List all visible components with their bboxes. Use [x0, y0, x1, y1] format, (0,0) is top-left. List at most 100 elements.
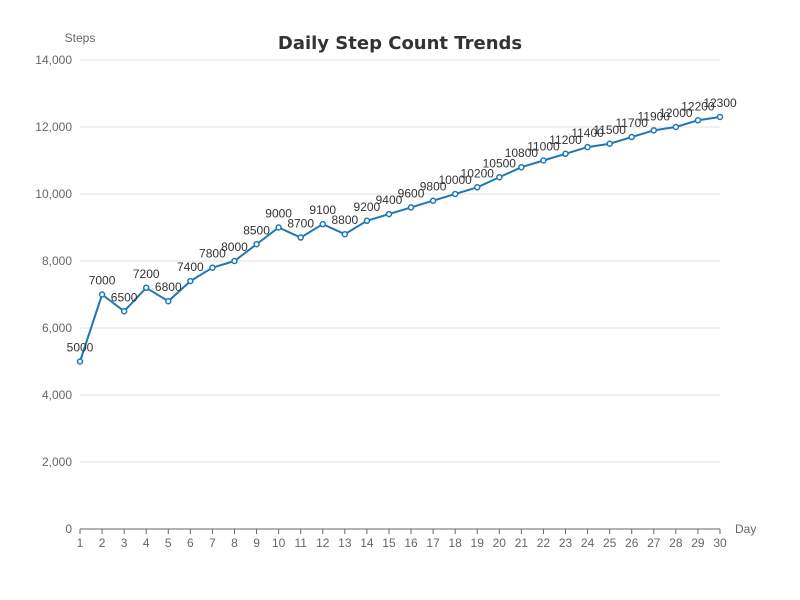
x-tick-label: 16 — [404, 536, 418, 550]
data-point — [407, 204, 415, 211]
data-label: 11400 — [571, 126, 604, 140]
x-tick-label: 19 — [471, 536, 485, 550]
data-point — [341, 230, 349, 238]
x-tick-label: 13 — [338, 536, 352, 550]
data-label: 5000 — [67, 341, 94, 355]
x-tick-label: 22 — [537, 536, 551, 550]
data-point — [606, 140, 613, 147]
y-tick-label: 8,000 — [42, 254, 72, 268]
data-label: 12200 — [681, 99, 715, 113]
x-tick-label: 23 — [559, 536, 573, 550]
data-point — [694, 117, 702, 124]
data-point — [562, 150, 569, 158]
data-point — [628, 133, 635, 141]
x-tick-label: 30 — [713, 536, 727, 550]
y-tick-label: 2,000 — [42, 455, 72, 469]
data-label: 10200 — [461, 166, 495, 180]
y-tick-label: 0 — [65, 522, 72, 536]
data-point — [716, 113, 724, 121]
y-axis-label: Steps — [65, 31, 96, 45]
series-line — [79, 115, 721, 362]
data-label: 12300 — [703, 96, 737, 110]
data-label: 7000 — [89, 274, 116, 288]
data-label: 10000 — [438, 173, 472, 187]
x-tick-label: 7 — [209, 536, 216, 550]
data-point — [275, 224, 282, 231]
chart-title: Daily Step Count Trends — [278, 33, 522, 54]
data-label: 9100 — [309, 203, 336, 217]
data-label: 7200 — [133, 267, 160, 281]
data-label: 11500 — [593, 123, 626, 137]
data-label: 8700 — [287, 217, 314, 231]
x-tick-label: 11 — [294, 536, 307, 550]
x-tick-label: 2 — [99, 536, 106, 550]
data-label: 12000 — [659, 106, 693, 120]
x-tick-label: 12 — [316, 536, 330, 550]
x-tick-label: 17 — [426, 536, 440, 550]
data-point — [209, 264, 216, 271]
data-point — [319, 220, 327, 228]
x-tick-label: 14 — [360, 536, 374, 550]
x-tick-label: 27 — [647, 536, 661, 550]
x-tick-label: 6 — [187, 536, 194, 550]
data-label: 11000 — [527, 140, 560, 154]
x-tick-label: 29 — [691, 536, 705, 550]
data-label: 8000 — [221, 240, 248, 254]
x-axis-ticks: 1 2 3 4 5 6 7 8 9 10 11 12 13 14 15 16 17 18 19 20 21 22 23 24 2… — [77, 529, 727, 550]
data-point — [429, 197, 437, 204]
x-tick-label: 28 — [669, 536, 683, 550]
data-point — [297, 234, 304, 241]
x-tick-label: 26 — [625, 536, 639, 550]
data-point — [165, 297, 172, 305]
y-tick-label: 6,000 — [42, 321, 72, 335]
data-label: 6500 — [111, 290, 138, 304]
grid-lines — [80, 59, 720, 463]
x-tick-label: 21 — [515, 536, 529, 550]
x-tick-label: 24 — [581, 536, 595, 550]
data-point — [253, 241, 260, 248]
y-tick-label: 12,000 — [35, 120, 72, 134]
x-tick-label: 3 — [121, 536, 128, 550]
x-tick-label: 4 — [143, 536, 150, 550]
x-tick-label: 8 — [231, 536, 238, 550]
data-label: 6800 — [155, 280, 182, 294]
data-point — [672, 123, 680, 131]
x-tick-label: 18 — [448, 536, 462, 550]
x-tick-label: 20 — [493, 536, 507, 550]
data-label: 11900 — [638, 109, 671, 123]
y-tick-label: 4,000 — [42, 388, 72, 402]
data-label: 7800 — [199, 247, 226, 261]
x-tick-label: 5 — [165, 536, 172, 550]
data-label: 9000 — [265, 207, 292, 221]
data-point — [142, 284, 150, 292]
data-point — [584, 143, 591, 151]
data-point — [231, 257, 238, 265]
x-tick-label: 9 — [253, 536, 260, 550]
data-point — [518, 163, 525, 171]
data-label: 9200 — [354, 200, 381, 214]
x-axis-label: Day — [735, 522, 756, 536]
data-label: 10500 — [483, 156, 517, 170]
data-label: 11200 — [549, 133, 582, 147]
data-point — [120, 308, 128, 315]
x-tick-label: 1 — [77, 536, 84, 550]
data-label: 11700 — [615, 116, 648, 130]
data-label: 8800 — [331, 213, 358, 227]
data-label: 10800 — [505, 146, 539, 160]
series-steps — [76, 113, 724, 365]
data-point — [363, 217, 371, 225]
data-label: 7400 — [177, 260, 204, 274]
data-point — [473, 184, 481, 191]
y-tick-label: 10,000 — [35, 187, 72, 201]
y-tick-label: 14,000 — [35, 53, 72, 67]
data-label: 9600 — [398, 186, 425, 200]
data-point — [496, 174, 503, 181]
data-point — [540, 157, 547, 164]
data-label: 9800 — [420, 180, 447, 194]
data-label: 9400 — [376, 193, 403, 207]
data-point — [385, 210, 393, 218]
data-label: 8500 — [243, 223, 270, 237]
data-point — [650, 127, 658, 134]
